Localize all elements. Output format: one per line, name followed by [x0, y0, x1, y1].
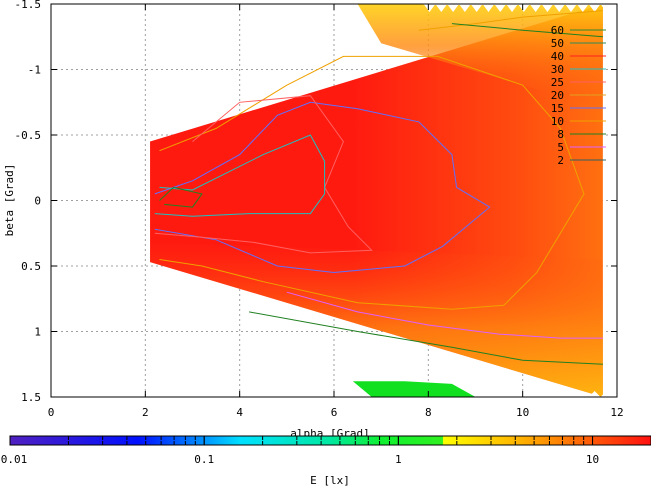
edge-sawtooth — [506, 391, 518, 397]
edge-sawtooth — [458, 4, 471, 12]
x-tick-label: 8 — [425, 406, 432, 419]
edge-sawtooth — [482, 4, 495, 12]
y-tick-label: 1 — [34, 326, 41, 339]
x-tick-label: 4 — [236, 406, 243, 419]
contour-5 — [286, 291, 603, 339]
edge-sawtooth — [565, 4, 577, 12]
edge-sawtooth — [600, 4, 613, 12]
edge-sawtooth — [506, 4, 518, 12]
edge-sawtooth — [435, 4, 448, 12]
heat-region — [150, 4, 617, 397]
edge-sawtooth — [576, 4, 589, 12]
edge-sawtooth — [470, 391, 483, 397]
edge-sawtooth — [494, 4, 507, 12]
x-tick-label: 2 — [142, 406, 149, 419]
legend-label: 2 — [557, 154, 564, 167]
y-tick-label: -0.5 — [15, 129, 42, 142]
contour-8 — [249, 311, 603, 365]
colorbar-tick-label: 0.01 — [1, 453, 28, 466]
contour-8c — [451, 23, 603, 38]
legend-label: 25 — [551, 76, 564, 89]
zone-green-low — [352, 381, 476, 397]
edge-sawtooth — [470, 4, 483, 12]
y-tick-label: -1 — [28, 64, 41, 77]
legend-label: 10 — [551, 115, 564, 128]
x-ticks: 0 2 4 6 8 10 12 — [48, 4, 624, 419]
edge-sawtooth — [541, 391, 554, 397]
edge-sawtooth — [553, 4, 566, 12]
edge-sawtooth — [423, 4, 436, 12]
y-ticks: -1.5 -1 -0.5 0 0.5 1 1.5 — [15, 0, 617, 404]
legend-label: 30 — [551, 63, 564, 76]
edge-sawtooth — [565, 391, 577, 397]
y-tick-label: 1.5 — [21, 391, 41, 404]
edge-sawtooth — [482, 391, 495, 397]
contour-8b — [159, 186, 203, 208]
edge-sawtooth — [447, 4, 459, 12]
colorbar-label: E [lx] — [310, 474, 350, 486]
contour-25 — [154, 95, 373, 254]
legend-label: 20 — [551, 89, 564, 102]
legend-label: 50 — [551, 37, 564, 50]
y-axis-label: beta [Grad] — [3, 164, 16, 237]
colorbar-tick-label: 1 — [395, 453, 402, 466]
edge-sawtooth — [541, 4, 554, 12]
legend-label: 5 — [557, 141, 564, 154]
contour-lines — [154, 10, 603, 365]
y-tick-label: -1.5 — [15, 0, 42, 11]
edge-sawtooth — [529, 391, 542, 397]
edge-sawtooth — [588, 4, 601, 12]
heat-lower-band — [150, 242, 603, 397]
legend-label: 15 — [551, 102, 564, 115]
colorbar-tick-label: 10 — [586, 453, 599, 466]
contour-10 — [159, 55, 585, 310]
x-tick-label: 0 — [48, 406, 55, 419]
y-tick-label: 0.5 — [21, 260, 41, 273]
colorbar — [9, 435, 651, 446]
colorbar-ticks: 0.01 0.1 1 10 — [1, 436, 651, 466]
contour-10b — [418, 10, 603, 31]
edge-sawtooth — [529, 4, 542, 12]
edge-sawtooth — [553, 391, 566, 397]
edge-sawtooth — [517, 391, 530, 397]
x-tick-label: 6 — [331, 406, 338, 419]
edge-sawtooth — [494, 391, 507, 397]
legend-label: 40 — [551, 50, 564, 63]
colorbar-tick-label: 0.1 — [194, 453, 214, 466]
contour-15 — [154, 101, 491, 274]
contour-30 — [154, 134, 326, 217]
edge-sawtooth — [517, 4, 530, 12]
y-tick-label: 0 — [34, 195, 41, 208]
legend-label: 60 — [551, 24, 564, 37]
x-tick-label: 10 — [516, 406, 529, 419]
x-tick-label: 12 — [610, 406, 623, 419]
edge-sawtooth — [576, 391, 589, 397]
legend-label: 8 — [557, 128, 564, 141]
edge-sawtooth — [588, 391, 601, 397]
edge-sawtooth — [600, 391, 613, 397]
